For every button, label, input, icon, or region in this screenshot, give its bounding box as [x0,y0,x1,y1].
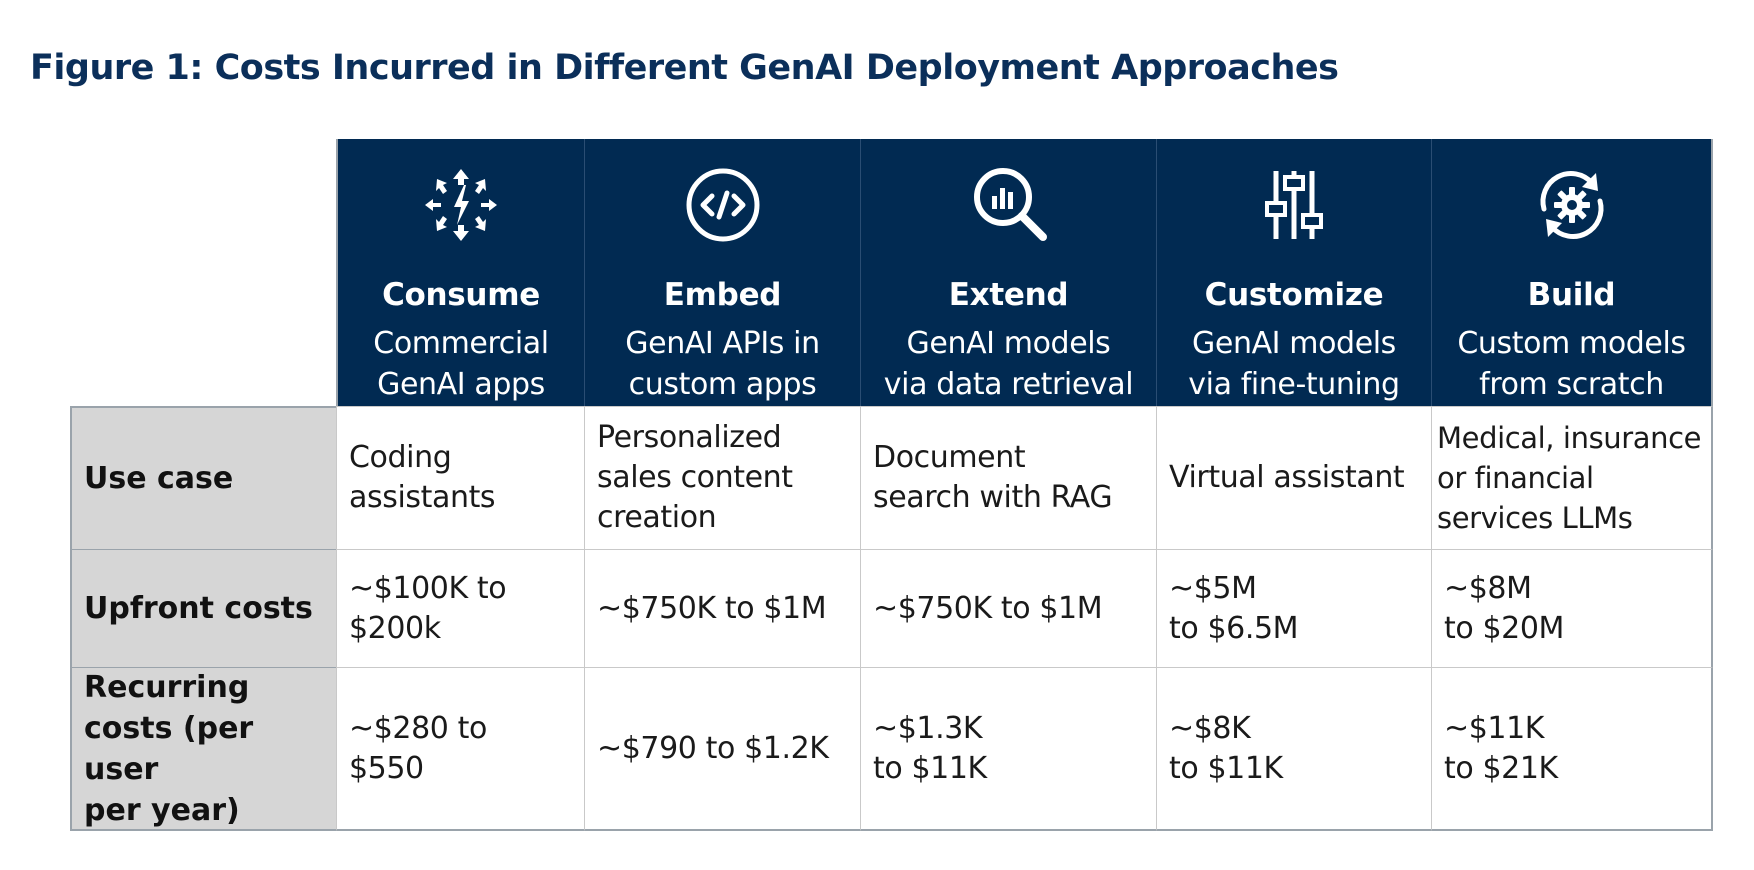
column-header-extend: Extend GenAI models via data retrieval [860,139,1156,406]
column-description: GenAI models via data retrieval [883,326,1134,402]
row-header-recurring-costs: Recurring costs (per user per year) [70,667,336,831]
code-circle-icon [686,168,759,242]
column-name: Extend [948,277,1069,313]
row-header-use-case: Use case [70,406,336,549]
table-cell: Medical, insurance or financial services… [1431,406,1713,549]
column-name: Embed [663,277,782,313]
sliders-icon [1265,171,1323,239]
column-description: GenAI APIs in custom apps [625,326,820,402]
column-header-embed: Embed GenAI APIs in custom apps [584,139,860,406]
column-name: Build [1527,277,1616,313]
arrows-burst-icon [425,169,497,241]
table-cell: ~$280 to $550 [336,667,584,831]
table-cell: ~$8K to $11K [1156,667,1431,831]
column-description: Commercial GenAI apps [373,326,549,402]
table-cell: ~$11K to $21K [1431,667,1713,831]
column-header-build: Build Custom models from scratch [1431,139,1713,406]
table-cell: Coding assistants [336,406,584,549]
figure-title: Figure 1: Costs Incurred in Different Ge… [30,48,1339,88]
table-corner [70,139,336,406]
magnifier-chart-icon [973,168,1047,241]
column-name: Customize [1204,277,1384,313]
column-header-consume: Consume Commercial GenAI apps [336,139,584,406]
row-header-upfront-costs: Upfront costs [70,549,336,667]
column-header-customize: Customize GenAI models via fine-tuning [1156,139,1431,406]
table-cell: Personalized sales content creation [584,406,860,549]
cost-table: Consume Commercial GenAI apps Embed GenA… [70,139,1713,831]
column-name: Consume [382,277,540,313]
table-cell: ~$750K to $1M [584,549,860,667]
table-cell: ~$5M to $6.5M [1156,549,1431,667]
table-cell: ~$100K to $200k [336,549,584,667]
table-cell: ~$790 to $1.2K [584,667,860,831]
table-cell: Document search with RAG [860,406,1156,549]
table-cell: Virtual assistant [1156,406,1431,549]
table-cell: ~$1.3K to $11K [860,667,1156,831]
table-cell: ~$8M to $20M [1431,549,1713,667]
table-cell: ~$750K to $1M [860,549,1156,667]
gear-cycle-icon [1539,171,1604,239]
column-description: Custom models from scratch [1457,326,1686,402]
column-description: GenAI models via fine-tuning [1188,326,1400,402]
